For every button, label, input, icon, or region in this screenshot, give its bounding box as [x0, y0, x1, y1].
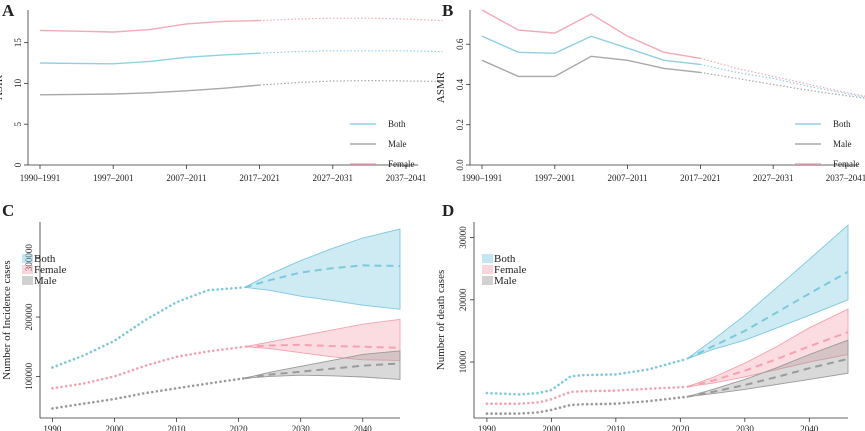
series-line-both-observed: [481, 35, 701, 66]
observed-line-male: [485, 395, 689, 415]
x-tick-label: 2010: [168, 424, 187, 431]
y-tick-label: 5: [13, 121, 23, 126]
x-tick-label: 2020: [230, 424, 249, 431]
legend-label-both: Both: [494, 253, 516, 265]
x-tick-label: 2037–2041: [386, 173, 427, 183]
observed-line-female: [51, 345, 247, 390]
x-tick-label: 1997–2001: [93, 173, 134, 183]
y-tick-label: 10000: [458, 350, 468, 373]
x-tick-label: 2000: [542, 424, 561, 431]
projection-band-both: [243, 228, 401, 310]
x-tick-label: 2027–2031: [313, 173, 354, 183]
panel-letter-b: B: [442, 1, 453, 20]
y-axis-title: Number of death cases: [435, 270, 447, 371]
y-tick-label: 0: [13, 162, 23, 167]
x-tick-label: 2010: [607, 424, 626, 431]
projection-mean-female: [686, 331, 849, 388]
series-line-male-projected: [700, 71, 865, 99]
series-line-both-projected: [259, 50, 443, 54]
legend-swatch-female: [22, 265, 33, 274]
projection-band-both: [686, 224, 849, 360]
projection-band-male: [244, 350, 401, 380]
legend-label-female: Female: [388, 159, 415, 169]
x-tick-label: 2000: [105, 424, 124, 431]
projection-mean-male: [244, 362, 401, 380]
observed-line-male: [51, 376, 247, 410]
legend-label-female: Female: [494, 264, 526, 276]
series-line-male-observed: [481, 55, 701, 78]
x-tick-label: 1990–1991: [462, 173, 503, 183]
x-tick-label: 2027–2031: [753, 173, 794, 183]
x-tick-label: 2030: [736, 424, 755, 431]
chart-panel-d: 10000 20000 30000 1990 2000 2010 2020 2030 2040 N…: [435, 222, 849, 431]
y-tick-label: 200000: [24, 303, 34, 331]
y-axis-title: ASMR: [435, 71, 447, 103]
legend-swatch-both: [482, 254, 493, 263]
projection-band-male: [686, 339, 849, 398]
y-tick-label: 300000: [24, 244, 34, 272]
legend-label-female: Female: [833, 159, 860, 169]
projection-mean-both: [686, 270, 849, 360]
legend-swatch-female: [482, 265, 493, 274]
projection-mean-female: [244, 343, 401, 349]
y-tick-label: 0.6: [455, 38, 465, 50]
x-tick-label: 2007–2011: [608, 173, 648, 183]
panel-letter-a: A: [2, 1, 15, 20]
series-line-both-projected: [700, 63, 865, 98]
series-line-female-projected: [259, 17, 443, 22]
y-tick-label: 0.0: [455, 159, 465, 171]
legend-swatch-male: [22, 276, 33, 285]
projection-mean-both: [244, 264, 401, 289]
x-tick-label: 1990: [43, 424, 62, 431]
legend-label-both: Both: [388, 119, 406, 129]
x-tick-label: 2040: [800, 424, 819, 431]
y-tick-label: 0.2: [455, 119, 465, 130]
x-tick-label: 2037–2041: [826, 173, 865, 183]
chart-panel-b: 0.0 0.2 0.4 0.6 1990–1991 1997–2001 2007–2011 2…: [435, 9, 865, 183]
projection-mean-male: [686, 357, 849, 398]
legend-label-both: Both: [833, 119, 851, 129]
y-tick-label: 30000: [458, 226, 468, 249]
observed-line-both: [485, 357, 689, 396]
legend-label-female: Female: [34, 264, 66, 276]
y-tick-label: 100000: [24, 362, 34, 390]
y-tick-label: 15: [13, 38, 23, 48]
x-tick-label: 2017–2021: [239, 173, 280, 183]
y-axis-title: Number of Incidence cases: [1, 260, 13, 379]
panel-letter-c: C: [2, 201, 14, 220]
x-tick-label: 2017–2021: [680, 173, 721, 183]
x-tick-label: 2007–2011: [166, 173, 206, 183]
projection-band-female: [244, 318, 401, 361]
legend-label-male: Male: [494, 275, 517, 287]
x-tick-label: 1990–1991: [20, 173, 61, 183]
panel-letter-d: D: [442, 201, 454, 220]
series-line-both-observed: [39, 52, 260, 65]
legend-label-male: Male: [388, 139, 407, 149]
series-line-female-observed: [39, 19, 260, 33]
series-line-male-projected: [259, 79, 443, 86]
y-axis-title: ASIR: [0, 74, 5, 100]
observed-line-female: [485, 385, 689, 405]
x-tick-label: 1997–2001: [535, 173, 576, 183]
chart-panel-a: 0 5 10 15 1990–1991 1997–2001 2007–2011 2017–20…: [0, 10, 443, 183]
observed-line-both: [51, 286, 247, 369]
y-tick-label: 10: [13, 78, 23, 88]
y-tick-label: 0.4: [455, 78, 465, 90]
x-tick-label: 2040: [354, 424, 373, 431]
x-tick-label: 1990: [478, 424, 497, 431]
series-line-male-observed: [39, 84, 260, 96]
series-line-female-observed: [481, 9, 701, 59]
chart-panel-c: 100000 200000 300000 1990 2000 2010 2020 2030 20…: [1, 222, 401, 431]
legend-swatch-both: [22, 254, 33, 263]
x-tick-label: 2030: [292, 424, 311, 431]
legend-label-both: Both: [34, 253, 56, 265]
series-line-female-projected: [700, 57, 865, 97]
x-tick-label: 2020: [671, 424, 690, 431]
legend-label-male: Male: [34, 275, 57, 287]
legend-label-male: Male: [833, 139, 852, 149]
legend-swatch-male: [482, 276, 493, 285]
y-tick-label: 20000: [458, 288, 468, 311]
